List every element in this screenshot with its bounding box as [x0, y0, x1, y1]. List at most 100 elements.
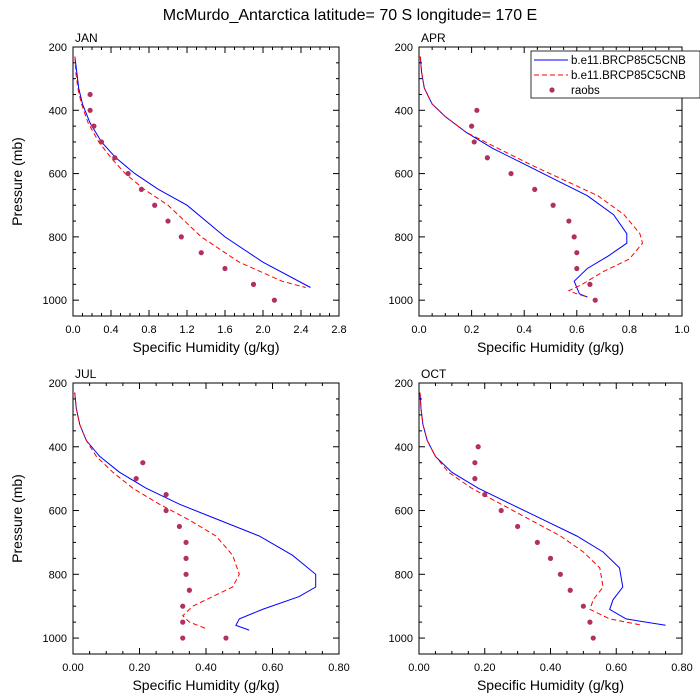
- model-solid-line: [419, 56, 628, 298]
- panel-jul: 0.00 0.20 0.40 0.60 0.80 200 400 600 800 1000 JUL S…: [9, 367, 350, 693]
- y-tick-label: 200: [49, 42, 67, 54]
- obs-point: [163, 491, 169, 498]
- model-dashed-line: [74, 56, 306, 288]
- y-tick-label: 600: [49, 169, 67, 181]
- x-tick-label: 2.0: [255, 324, 270, 336]
- obs-point: [508, 170, 514, 177]
- y-tick-label: 400: [49, 105, 67, 117]
- x-axis-label: Specific Humidity (g/kg): [477, 339, 624, 355]
- legend-label: raobs: [571, 85, 600, 97]
- y-tick-label: 600: [395, 506, 413, 518]
- obs-point: [566, 218, 572, 224]
- x-tick-label: 0.60: [606, 662, 627, 674]
- plot-frame: [72, 46, 340, 317]
- panel-oct: 0.00 0.20 0.40 0.60 0.80 200 400 600 800 1000 OCT S…: [389, 367, 693, 693]
- panel-apr: 0.0 0.2 0.4 0.6 0.8 1.0 200 400 600 800 1000 APR Spe…: [389, 31, 690, 355]
- obs-point: [223, 635, 229, 641]
- obs-point: [183, 539, 189, 546]
- model-dashed-line: [419, 56, 644, 298]
- obs-point: [515, 523, 521, 530]
- obs-point: [125, 170, 131, 177]
- panel-label: APR: [421, 31, 446, 45]
- obs-point: [474, 107, 480, 113]
- y-tick-label: 800: [49, 569, 67, 581]
- obs-point: [472, 460, 478, 466]
- obs-point: [482, 491, 488, 498]
- obs-point: [180, 619, 186, 625]
- obs-point: [592, 297, 598, 303]
- panel-label: OCT: [421, 367, 447, 381]
- x-tick-label: 0.80: [671, 662, 692, 674]
- y-tick-label: 400: [395, 442, 413, 454]
- x-tick-label: 1.0: [674, 324, 689, 336]
- y-tick-label: 200: [395, 378, 413, 390]
- x-tick-label: 0.20: [129, 662, 150, 674]
- obs-point: [574, 265, 580, 272]
- obs-point: [250, 281, 257, 287]
- model-dashed-line: [74, 392, 240, 629]
- x-tick-label: 0.4: [517, 324, 532, 336]
- obs-point: [472, 476, 478, 482]
- obs-point: [471, 139, 477, 145]
- y-tick-label: 200: [49, 378, 67, 390]
- obs-point: [271, 297, 277, 303]
- y-axis-label: Pressure (mb): [9, 474, 25, 563]
- x-axis-label: Specific Humidity (g/kg): [132, 339, 279, 355]
- obs-point: [87, 91, 93, 98]
- obs-point: [547, 555, 554, 561]
- y-tick-label: 800: [49, 232, 67, 244]
- obs-point: [475, 444, 481, 450]
- obs-point: [222, 265, 228, 272]
- model-solid-line: [74, 56, 311, 288]
- y-tick-label: 600: [49, 506, 67, 518]
- x-axis-label: Specific Humidity (g/kg): [132, 677, 279, 693]
- obs-point: [183, 555, 189, 561]
- obs-point: [180, 603, 186, 609]
- x-tick-label: 0.40: [540, 662, 561, 674]
- x-tick-label: 0.8: [141, 324, 156, 336]
- obs-point: [91, 123, 97, 129]
- obs-point: [198, 250, 204, 256]
- x-tick-label: 0.80: [328, 662, 349, 674]
- y-axis-label: Pressure (mb): [9, 137, 25, 226]
- x-tick-label: 0.40: [195, 662, 216, 674]
- x-tick-label: 1.2: [179, 324, 194, 336]
- y-tick-label: 1000: [389, 295, 413, 307]
- obs-point: [176, 523, 182, 530]
- obs-point: [178, 234, 184, 240]
- model-solid-line: [419, 392, 666, 626]
- obs-point: [140, 460, 146, 466]
- obs-point: [590, 635, 596, 641]
- plot-frame: [418, 382, 683, 655]
- y-tick-label: 600: [395, 169, 413, 181]
- obs-point: [484, 155, 490, 161]
- y-tick-label: 1000: [389, 633, 413, 645]
- y-tick-label: 1000: [43, 633, 67, 645]
- panel-label: JAN: [75, 31, 98, 45]
- x-tick-label: 0.60: [262, 662, 283, 674]
- y-tick-label: 800: [395, 232, 413, 244]
- x-tick-label: 0.4: [103, 324, 118, 336]
- x-tick-label: 0.0: [65, 324, 80, 336]
- obs-point: [133, 476, 139, 482]
- x-tick-label: 0.2: [464, 324, 479, 336]
- obs-point: [186, 587, 192, 593]
- obs-point: [469, 123, 475, 129]
- obs-point: [152, 202, 158, 208]
- obs-point: [557, 571, 563, 577]
- x-tick-label: 0.6: [569, 324, 584, 336]
- y-tick-label: 400: [49, 442, 67, 454]
- obs-point: [87, 107, 93, 113]
- legend-label: b.e11.BRCP85C5CNB: [571, 55, 686, 67]
- model-solid-line: [74, 392, 317, 631]
- obs-point: [580, 603, 586, 609]
- y-tick-label: 1000: [43, 295, 67, 307]
- figure-title: McMurdo_Antarctica latitude= 70 S longit…: [163, 7, 537, 24]
- obs-point: [180, 635, 186, 641]
- x-tick-label: 0.00: [408, 662, 429, 674]
- x-tick-label: 0.20: [474, 662, 495, 674]
- y-tick-label: 200: [395, 42, 413, 54]
- legend-dot-swatch: [549, 87, 555, 93]
- obs-point: [532, 186, 538, 193]
- obs-point: [587, 281, 593, 287]
